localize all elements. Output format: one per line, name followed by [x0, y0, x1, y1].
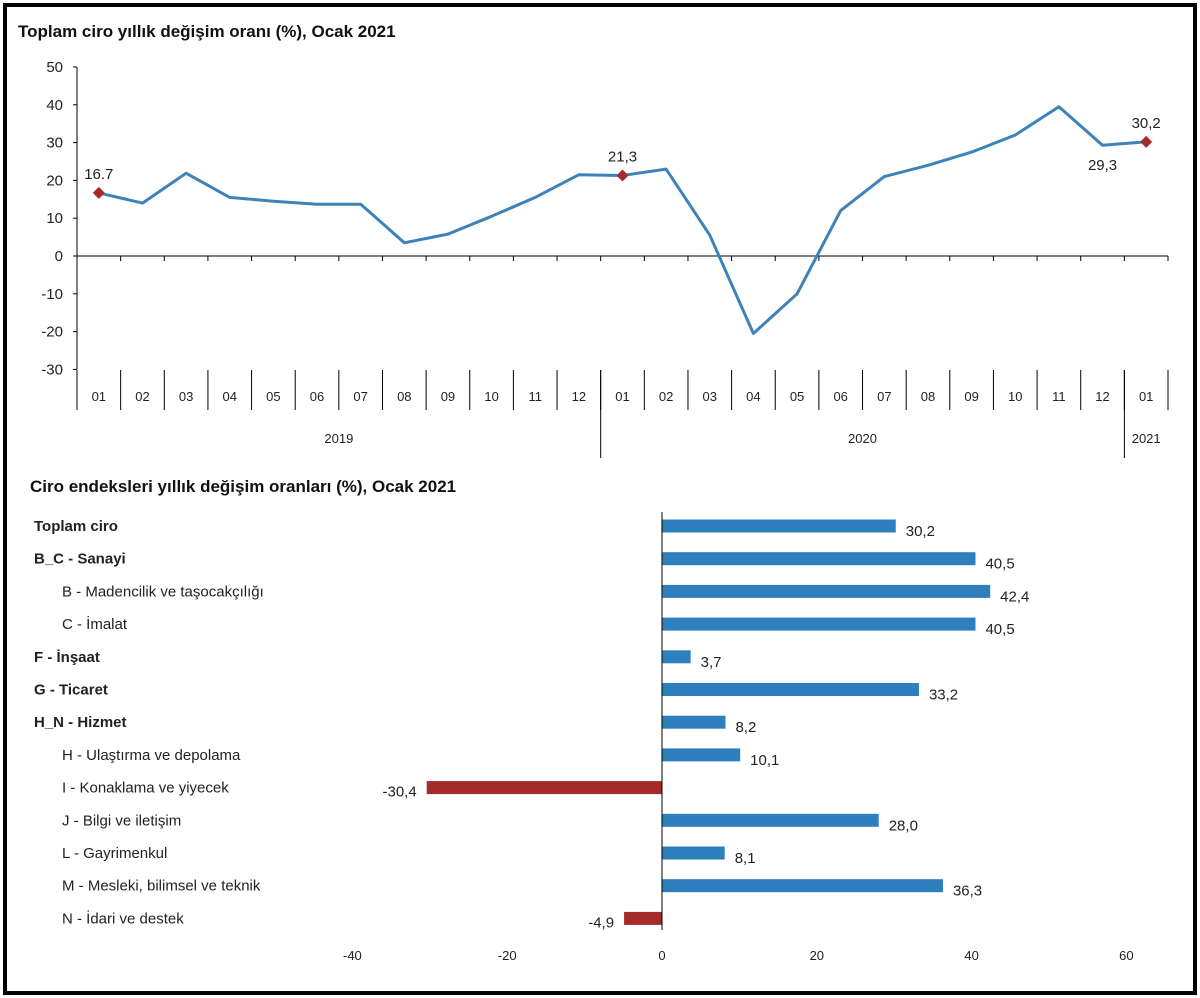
y-tick-label: 0 [55, 248, 63, 265]
bar-value-label: 36,3 [953, 883, 982, 900]
bar-value-label: 10,1 [750, 752, 779, 769]
x-tick-label: 03 [179, 389, 193, 404]
y-tick-label: 40 [46, 97, 63, 114]
x-tick-label: 60 [1119, 948, 1133, 963]
x-tick-label: 09 [964, 389, 978, 404]
data-point-marker [616, 169, 629, 182]
x-tick-label: 08 [921, 389, 935, 404]
data-label: 29,3 [1088, 157, 1117, 174]
x-tick-label: -20 [498, 948, 517, 963]
x-tick-label: 11 [1052, 389, 1066, 404]
data-point-marker [92, 186, 105, 199]
x-tick-label: 07 [353, 389, 367, 404]
category-label: B - Madencilik ve taşocakçılığı [62, 583, 264, 600]
category-label: M - Mesleki, bilimsel ve teknik [62, 878, 261, 895]
x-tick-label: 06 [310, 389, 324, 404]
bar [662, 584, 991, 598]
bar-value-label: 28,0 [889, 817, 918, 834]
y-tick-label: 30 [46, 135, 63, 152]
x-tick-label: 0 [658, 948, 665, 963]
bar [426, 781, 662, 795]
x-tick-label: 01 [92, 389, 106, 404]
x-tick-label: 06 [833, 389, 847, 404]
bar [662, 715, 726, 729]
bar-value-label: 8,2 [735, 719, 756, 736]
x-tick-label: 20 [810, 948, 824, 963]
x-tick-label: 10 [1008, 389, 1022, 404]
bar-chart-title: Ciro endeksleri yıllık değişim oranları … [30, 477, 457, 496]
category-label: I - Konaklama ve yiyecek [62, 780, 229, 797]
data-label: 30,2 [1132, 115, 1161, 132]
bar [662, 683, 919, 696]
x-tick-label: 05 [790, 389, 804, 404]
bar-value-label: 30,2 [906, 523, 935, 540]
category-label: L - Gayrimenkul [62, 845, 167, 862]
x-tick-label: 12 [1095, 389, 1109, 404]
category-label: J - Bilgi ve iletişim [62, 812, 181, 829]
category-label: N - İdari ve destek [62, 909, 184, 927]
x-tick-label: 01 [1139, 389, 1153, 404]
category-label: Toplam ciro [34, 518, 118, 535]
bar-value-label: 3,7 [701, 654, 722, 671]
bar [662, 617, 976, 631]
year-label: 2021 [1132, 431, 1161, 446]
data-label: 16.7 [84, 166, 113, 183]
y-tick-label: -20 [41, 324, 63, 341]
data-label: 21,3 [608, 148, 637, 165]
y-tick-label: 20 [46, 172, 63, 189]
bar [662, 650, 691, 664]
category-label: H - Ulaştırma ve depolama [62, 747, 241, 764]
x-tick-label: -40 [343, 948, 362, 963]
x-tick-label: 08 [397, 389, 411, 404]
x-tick-label: 10 [484, 389, 498, 404]
y-tick-label: 50 [46, 59, 63, 76]
x-tick-label: 04 [746, 389, 760, 404]
category-label: B_C - Sanayi [34, 551, 126, 568]
data-point-marker [1140, 135, 1153, 148]
bar-value-label: 8,1 [735, 850, 756, 867]
chart-frame [3, 3, 1197, 995]
line-chart-title: Toplam ciro yıllık değişim oranı (%), Oc… [18, 22, 396, 41]
category-label: H_N - Hizmet [34, 714, 127, 731]
year-label: 2019 [324, 431, 353, 446]
bar [624, 911, 662, 925]
bar-value-label: 40,5 [985, 556, 1014, 573]
y-tick-label: 10 [46, 210, 63, 227]
x-tick-label: 01 [615, 389, 629, 404]
category-label: F - İnşaat [34, 649, 100, 666]
x-tick-label: 07 [877, 389, 891, 404]
category-label: C - İmalat [62, 615, 128, 633]
bar [662, 846, 725, 860]
x-tick-label: 11 [528, 389, 542, 404]
x-tick-label: 03 [703, 389, 717, 404]
x-tick-label: 05 [266, 389, 280, 404]
x-tick-label: 04 [223, 389, 237, 404]
bar [662, 748, 741, 762]
bar-value-label: 33,2 [929, 687, 958, 704]
x-tick-label: 12 [572, 389, 586, 404]
x-tick-label: 40 [964, 948, 978, 963]
bar-value-label: -30,4 [383, 784, 417, 801]
year-label: 2020 [848, 431, 877, 446]
bar [662, 813, 879, 827]
bar-value-label: -4,9 [588, 914, 614, 931]
bar [662, 879, 943, 893]
y-tick-label: -10 [41, 286, 63, 303]
x-tick-label: 02 [135, 389, 149, 404]
y-tick-label: -30 [41, 361, 63, 378]
bar-value-label: 42,4 [1000, 588, 1029, 605]
x-tick-label: 09 [441, 389, 455, 404]
bar-value-label: 40,5 [985, 621, 1014, 638]
category-label: G - Ticaret [34, 682, 108, 699]
line-chart: 50 40 30 20 10 0 -10 -20 -30 01 02 03 04 05 06 07 08 09 10… [41, 59, 1169, 458]
bar [662, 552, 976, 566]
x-tick-label: 02 [659, 389, 673, 404]
bar [662, 519, 896, 533]
